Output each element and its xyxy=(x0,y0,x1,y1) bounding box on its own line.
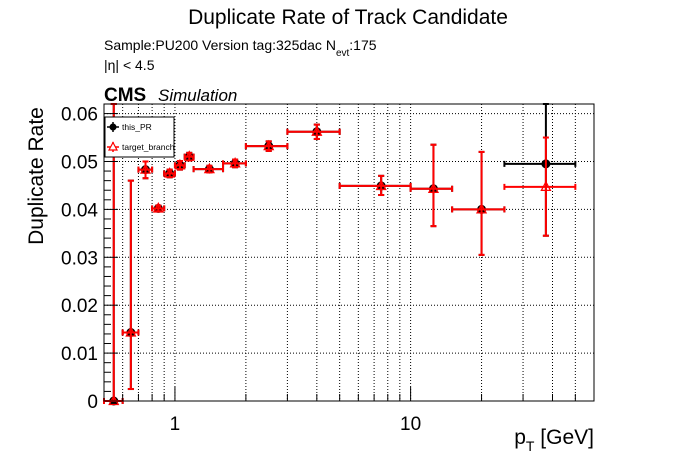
legend-marker xyxy=(109,123,117,131)
series-target_branch xyxy=(103,103,577,406)
y-axis-title: Duplicate Rate xyxy=(25,107,48,245)
grid-lines xyxy=(103,104,595,401)
data-point xyxy=(125,326,137,337)
data-point xyxy=(375,179,387,191)
x-axis-title-sub: T xyxy=(526,438,535,454)
legend-label: this_PR xyxy=(122,122,152,132)
x-axis-title-p: p xyxy=(514,426,526,449)
y-tick-label: 0.03 xyxy=(61,248,98,269)
x-axis-title-unit: [GeV] xyxy=(534,426,594,449)
data-point xyxy=(540,180,552,192)
legend-label: target_branch xyxy=(122,142,175,152)
plot-frame xyxy=(103,103,595,402)
x-axis-title: pT [GeV] xyxy=(514,426,594,454)
x-tick-label: 10 xyxy=(400,414,421,435)
data-point xyxy=(203,162,215,174)
y-tick-label: 0.05 xyxy=(61,152,98,173)
data-point xyxy=(427,182,440,193)
data-point xyxy=(139,163,152,174)
chart-title: Duplicate Rate of Track Candidate xyxy=(188,6,508,29)
data-point xyxy=(174,158,186,170)
x-tick-label: 1 xyxy=(170,414,181,435)
data-point xyxy=(475,202,488,214)
simulation-label: Simulation xyxy=(158,86,237,105)
eta-cut-text: |η| < 4.5 xyxy=(104,57,155,73)
legend-marker xyxy=(108,141,118,151)
nevt-subscript: evt xyxy=(336,48,350,59)
y-tick-label: 0.02 xyxy=(61,296,98,317)
sample-info-text: Sample:PU200 Version tag:325dac Nevt:175 xyxy=(104,37,377,59)
data-point xyxy=(164,167,176,178)
legend: this_PR target_branch xyxy=(104,116,175,158)
legend-entries: this_PR target_branch xyxy=(107,122,175,152)
nevt-value: :175 xyxy=(349,37,376,53)
data-point xyxy=(311,125,323,136)
sample-version-text: Sample:PU200 Version tag:325dac N xyxy=(104,37,336,53)
data-point xyxy=(263,139,275,151)
y-tick-label: 0.04 xyxy=(61,200,98,221)
axis-tick-labels: 0 0.01 0.02 0.03 0.04 0.05 0.06 1 10 xyxy=(61,105,421,435)
axis-ticks xyxy=(103,113,595,402)
data-point xyxy=(229,157,241,168)
y-tick-label: 0.01 xyxy=(61,344,98,365)
y-tick-label: 0.06 xyxy=(61,105,98,126)
data-point xyxy=(152,202,164,213)
cms-label: CMS xyxy=(104,85,146,106)
data-point xyxy=(183,150,195,161)
y-tick-label: 0 xyxy=(87,392,98,413)
data-point xyxy=(108,394,120,406)
